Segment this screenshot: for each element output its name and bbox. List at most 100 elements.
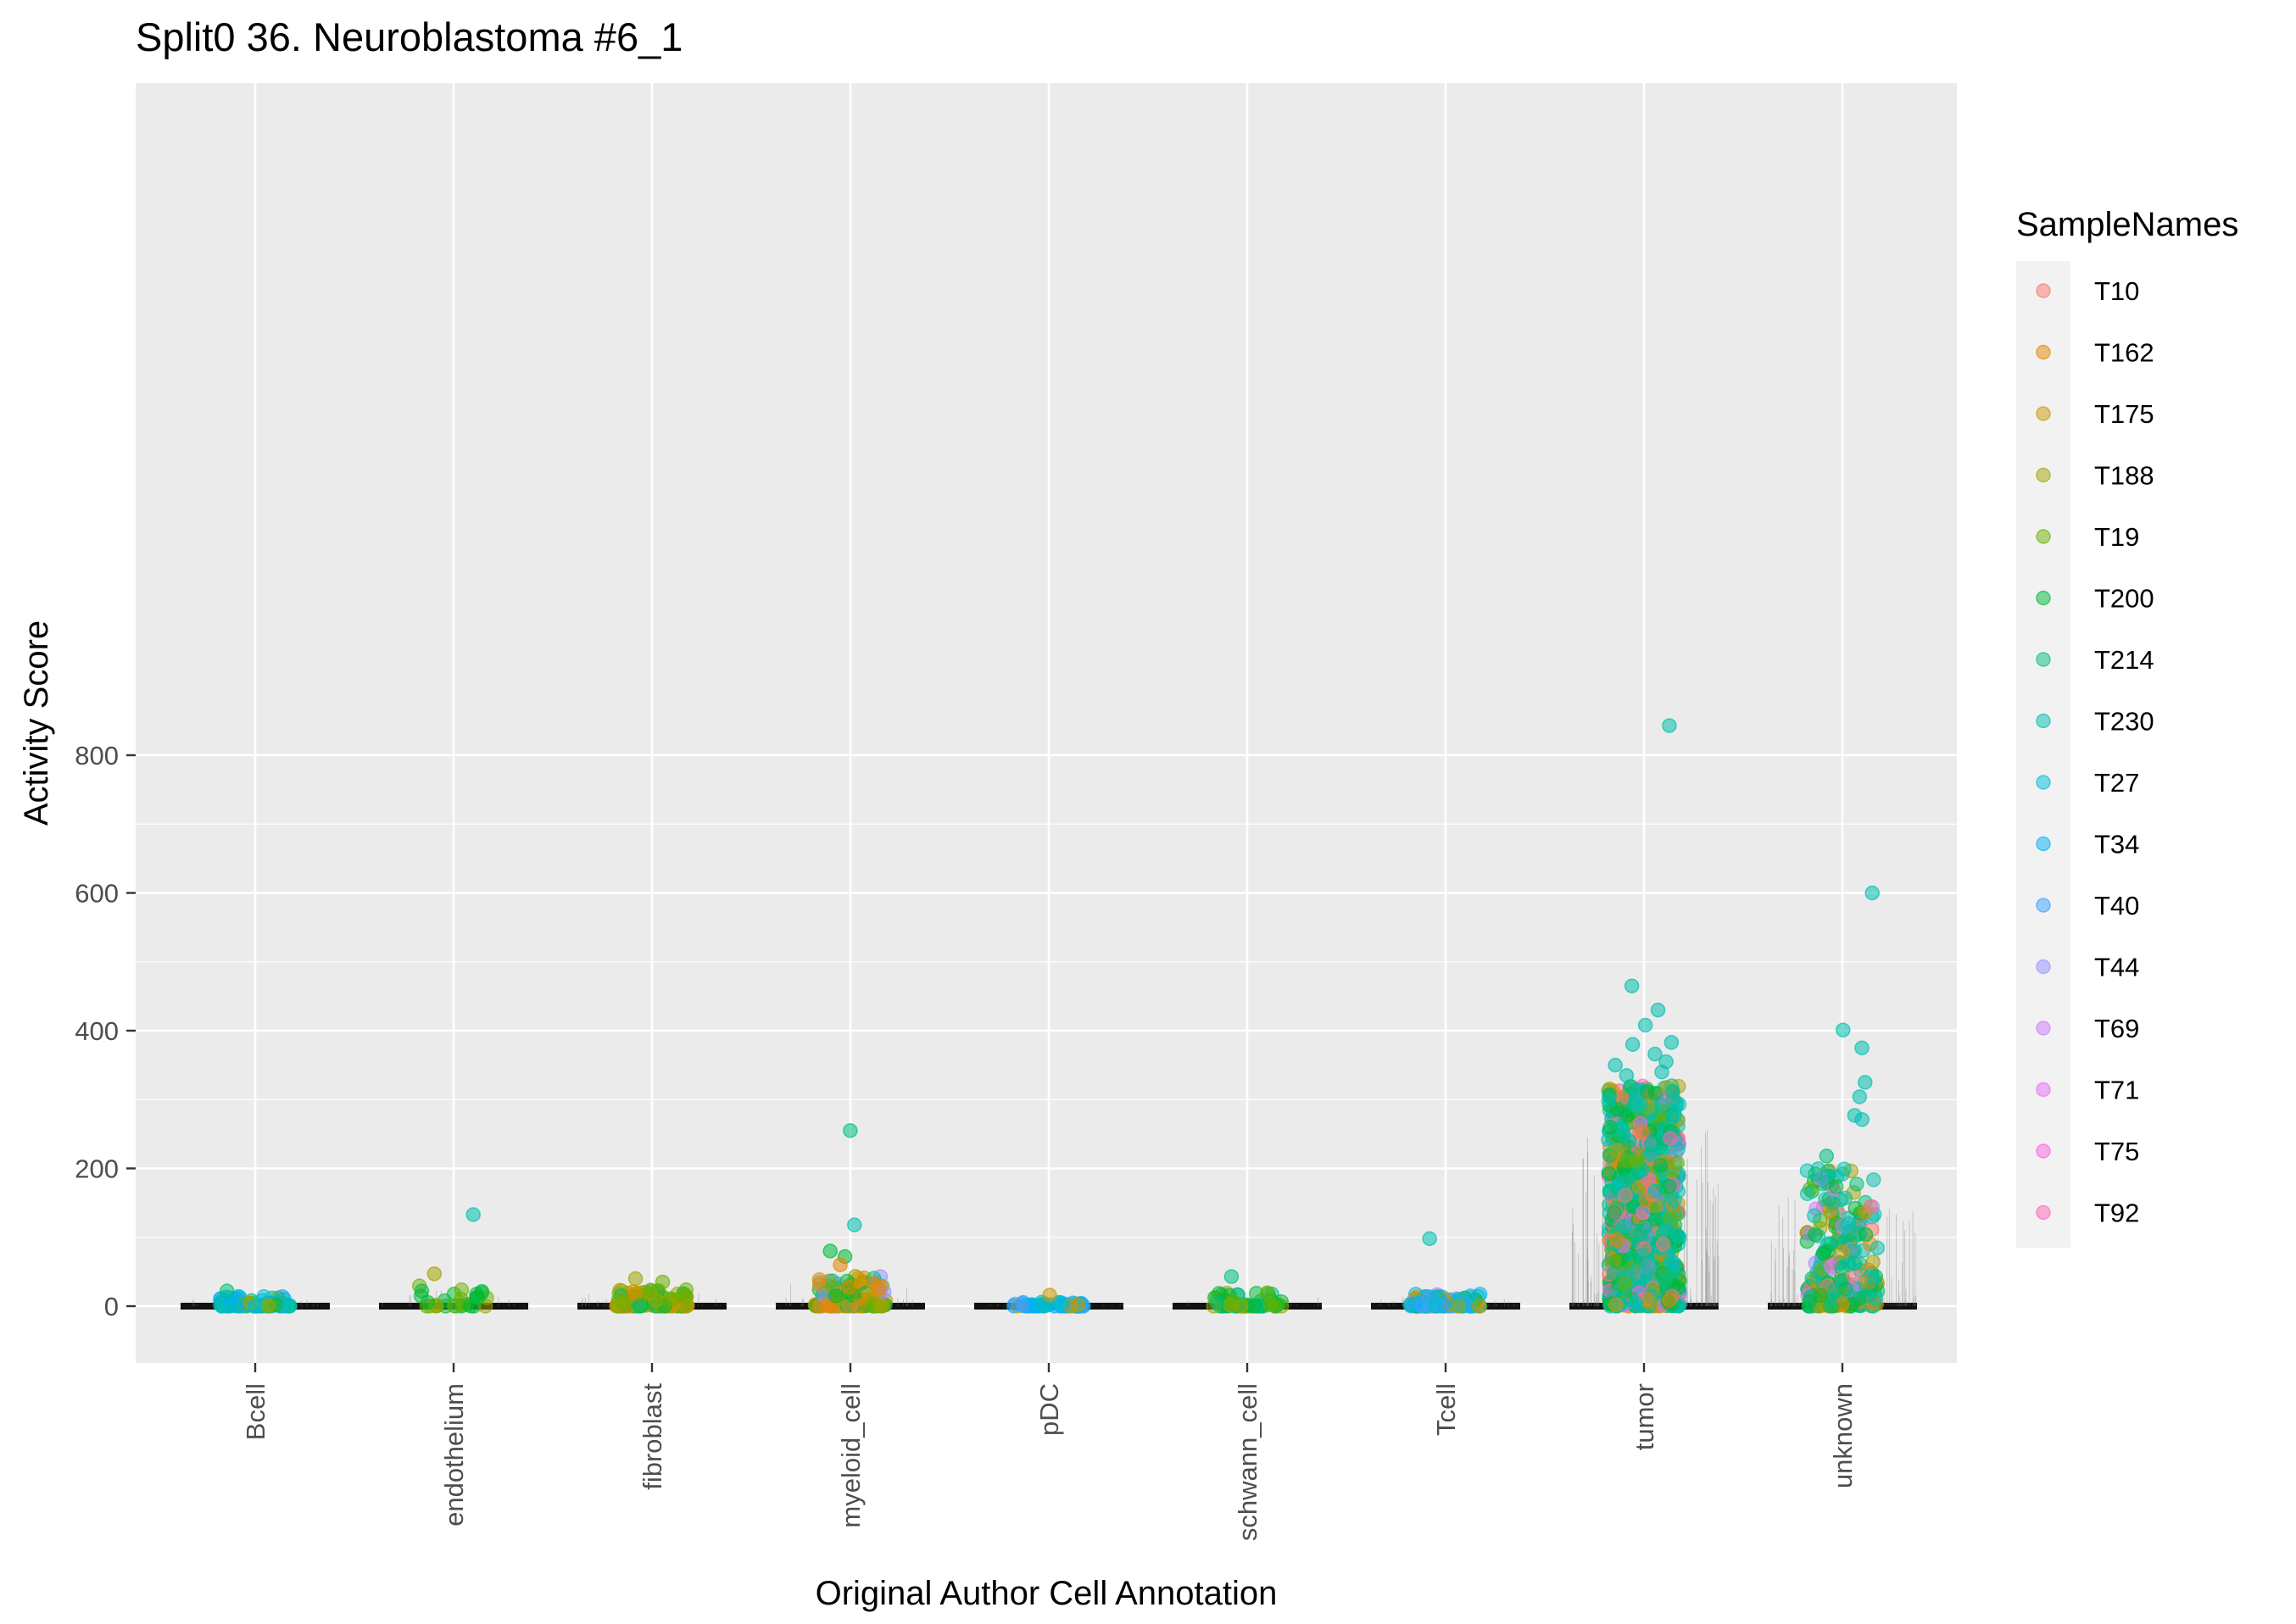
data-point: [1634, 1124, 1650, 1140]
data-point: [818, 1298, 834, 1313]
data-point: [1854, 1112, 1870, 1127]
data-point: [1807, 1208, 1822, 1224]
data-point: [1849, 1176, 1864, 1192]
data-point: [678, 1289, 694, 1304]
data-point: [842, 1280, 857, 1295]
data-point: [1820, 1243, 1836, 1260]
x-tick-label: tumor: [1630, 1383, 1659, 1450]
data-point: [627, 1271, 644, 1287]
legend-key: [2036, 1082, 2051, 1098]
data-point: [1422, 1231, 1437, 1247]
data-point: [833, 1257, 848, 1272]
data-point: [1619, 1068, 1635, 1083]
x-axis-label: Original Author Cell Annotation: [816, 1575, 1278, 1612]
data-point: [1834, 1260, 1849, 1276]
data-point: [463, 1299, 478, 1314]
data-point: [1864, 885, 1881, 901]
data-point: [1865, 1172, 1881, 1187]
legend-key: [2036, 959, 2051, 975]
data-point: [1608, 1057, 1623, 1073]
x-axis: Bcell endothelium fibroblast myeloid_cell pD…: [241, 1363, 1858, 1541]
data-point: [1650, 1002, 1666, 1018]
data-point: [426, 1266, 443, 1282]
data-point: [1617, 1218, 1632, 1234]
data-point: [1655, 1237, 1671, 1252]
x-tick-label: schwann_cell: [1233, 1383, 1262, 1541]
data-point: [1472, 1299, 1487, 1314]
data-point: [1841, 1223, 1857, 1239]
data-point: [1601, 1093, 1617, 1109]
legend-key: [2036, 529, 2051, 544]
data-point: [615, 1295, 631, 1310]
legend-key: [2036, 406, 2051, 421]
data-point: [281, 1299, 297, 1314]
data-point: [1637, 1017, 1653, 1033]
legend-key: [2036, 713, 2051, 729]
legend-label: T44: [2094, 953, 2139, 982]
legend-key: [2036, 836, 2051, 852]
data-point: [1863, 1199, 1879, 1215]
x-tick-label: myeloid_cell: [836, 1383, 866, 1528]
data-point: [1262, 1296, 1279, 1312]
data-point: [1617, 1276, 1632, 1292]
y-axis: 0 200 400 600 800: [75, 741, 136, 1321]
legend-label: T27: [2094, 768, 2139, 798]
data-point: [1662, 718, 1677, 733]
data-point: [1640, 1083, 1655, 1099]
data-point: [1652, 1158, 1669, 1173]
legend-label: T162: [2094, 338, 2154, 368]
legend-label: T71: [2094, 1076, 2139, 1105]
data-point: [1607, 1265, 1622, 1281]
legend-label: T188: [2094, 461, 2154, 491]
data-point: [1630, 1154, 1645, 1170]
x-tick-label: endothelium: [439, 1383, 469, 1527]
data-point: [851, 1299, 867, 1314]
x-tick-label: Bcell: [241, 1383, 270, 1440]
data-point: [1616, 1126, 1632, 1143]
data-point: [1209, 1295, 1225, 1310]
data-point: [1607, 1204, 1622, 1221]
legend-key: [2036, 1204, 2051, 1221]
data-point: [1670, 1228, 1686, 1243]
data-point: [1225, 1293, 1240, 1310]
data-point: [1665, 1083, 1680, 1099]
y-tick-label: 400: [75, 1016, 119, 1046]
legend-key: [2036, 775, 2051, 790]
y-tick-label: 600: [75, 879, 119, 909]
data-point: [1641, 1260, 1658, 1276]
data-point: [1246, 1298, 1262, 1314]
data-point: [1451, 1299, 1467, 1314]
legend-key: [2036, 898, 2051, 913]
data-point: [847, 1217, 862, 1232]
legend-label: T75: [2094, 1137, 2139, 1166]
data-point: [1624, 1037, 1641, 1052]
data-point: [1658, 1273, 1673, 1288]
legend-label: T230: [2094, 707, 2154, 737]
data-point: [822, 1243, 838, 1259]
data-point: [1654, 1098, 1669, 1114]
data-point: [1644, 1137, 1659, 1152]
x-tick-label: pDC: [1034, 1383, 1064, 1436]
data-point: [1647, 1183, 1663, 1199]
data-point: [1870, 1240, 1886, 1256]
legend-key: [2036, 1143, 2051, 1159]
data-point: [1799, 1186, 1815, 1202]
data-point: [1042, 1288, 1057, 1303]
data-point: [1602, 1166, 1617, 1182]
data-point: [1835, 1244, 1851, 1260]
data-point: [1835, 1022, 1851, 1037]
data-point: [474, 1283, 490, 1299]
data-point: [1852, 1089, 1868, 1104]
data-point: [1861, 1288, 1877, 1303]
data-point: [1847, 1255, 1862, 1271]
legend-key: [2036, 652, 2051, 667]
data-point: [247, 1299, 263, 1314]
legend-label: T10: [2094, 276, 2139, 306]
data-point: [1624, 978, 1640, 993]
data-point: [1628, 1295, 1643, 1310]
data-point: [1663, 1131, 1678, 1146]
data-point: [843, 1123, 858, 1138]
legend-label: T175: [2094, 399, 2154, 429]
data-point: [1633, 1226, 1648, 1242]
